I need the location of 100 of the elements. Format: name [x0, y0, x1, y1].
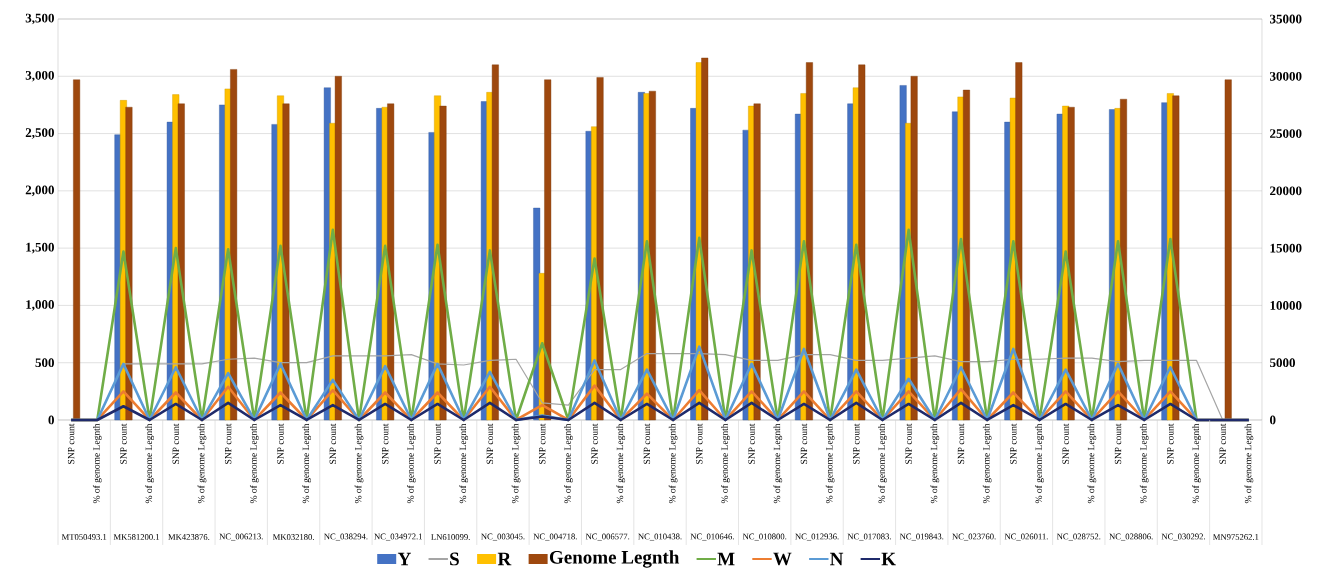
legend-label: Genome Legnth [549, 550, 680, 568]
text: NC_019843. [899, 533, 944, 541]
x-tick-label: % of genome Legnth [878, 423, 887, 504]
x-tick-label: % of genome Legnth [354, 423, 364, 504]
x-tick-label: SNP count [381, 423, 389, 464]
x-tick-label: % of genome Legnth [668, 423, 678, 504]
x-tick-label: % of genome Legnth [616, 423, 626, 504]
x-tick-label: SNP count [1010, 423, 1017, 464]
text: NC_003045. [481, 533, 525, 541]
x-tick-label: % of genome Legnth [1244, 423, 1254, 504]
y2-tick-label: 5000 [1270, 358, 1296, 368]
x-tick-label: SNP count [1167, 423, 1174, 464]
x-tick-label: % of genome Legnth [564, 423, 573, 504]
y-tick-label: 1,500 [26, 242, 54, 254]
x-tick-label: SNP count [1062, 423, 1069, 464]
bar [73, 79, 81, 421]
bar [177, 103, 185, 421]
bar [596, 77, 604, 421]
x-tick-label: % of genome Legnth [721, 423, 730, 504]
x-tick-label: % of genome Legnth [1035, 423, 1044, 504]
x-tick-label: SNP count [591, 423, 598, 464]
bar [387, 103, 395, 421]
legend-label: R [497, 552, 512, 566]
legend-label: K [881, 552, 896, 566]
x-tick-label: % of genome Legnth [930, 423, 940, 504]
x-tick-label: SNP count [800, 423, 808, 464]
text: NC_038294. [324, 533, 368, 541]
text: NC_034972.1 [374, 533, 422, 541]
x-tick-label: SNP count [434, 423, 441, 464]
x-tick-label: SNP count [957, 423, 965, 464]
text: LN610099. [431, 534, 470, 540]
x-tick-label: SNP count [277, 423, 284, 464]
y2-tick-label: 10000 [1270, 301, 1302, 310]
x-tick-label: % of genome Legnth [406, 423, 416, 504]
x-tick-label: % of genome Legnth [982, 423, 992, 504]
y-tick-label: 0 [48, 415, 54, 425]
y-tick-label: 3,000 [25, 70, 54, 82]
text: MN975262.1 [1213, 534, 1259, 540]
x-tick-label: SNP count [172, 423, 179, 464]
text: NC_028806. [1109, 533, 1153, 541]
y2-tick-label: 15000 [1270, 243, 1302, 253]
y-tick-label: 2,500 [25, 128, 54, 139]
x-tick-label: % of genome Legnth [1139, 423, 1149, 504]
bar [491, 64, 499, 421]
legend-label: W [773, 552, 792, 566]
x-tick-label: % of genome Legnth [511, 423, 521, 504]
text: NC_006213. [219, 533, 263, 541]
x-tick-label: % of genome Legnth [1192, 423, 1201, 504]
y2-tick-label: 30000 [1269, 71, 1302, 81]
x-tick-label: % of genome Legnth [145, 423, 154, 504]
y2-tick-label: 25000 [1270, 129, 1302, 138]
x-tick-label: % of genome Legnth [825, 423, 835, 504]
bar [1015, 62, 1023, 421]
x-tick-label: % of genome Legnth [249, 423, 259, 504]
bar [1224, 79, 1232, 421]
text: NC_017083. [847, 533, 891, 541]
y2-tick-label: 35000 [1269, 14, 1302, 24]
legend-label: M [717, 552, 735, 566]
bar [230, 69, 238, 421]
y-tick-label: 500 [35, 358, 54, 368]
bar [544, 79, 552, 421]
text: MK423876. [168, 534, 210, 540]
text: NC_010646. [690, 533, 734, 541]
x-tick-label: SNP count [224, 423, 232, 464]
text: MK581200.1 [113, 534, 160, 540]
text: NC_012936. [795, 533, 839, 541]
x-tick-label: SNP count [905, 423, 912, 464]
x-tick-label: SNP count [853, 423, 860, 464]
x-tick-label: SNP count [643, 423, 651, 464]
x-tick-label: % of genome Legnth [302, 423, 312, 504]
y-tick-label: 3,500 [25, 13, 54, 25]
x-tick-label: % of genome Legnth [459, 423, 469, 504]
text: NC_004718. [533, 533, 577, 541]
x-tick-label: SNP count [329, 423, 337, 464]
bar [858, 64, 866, 421]
legend-label: Y [397, 552, 411, 566]
text: NC_010438. [638, 533, 682, 541]
x-tick-label: SNP count [696, 423, 703, 464]
x-tick-label: % of genome Legnth [1087, 423, 1097, 504]
x-tick-label: SNP count [1219, 423, 1226, 464]
x-tick-label: % of genome Legnth [773, 423, 783, 504]
x-tick-label: SNP count [539, 423, 546, 464]
x-tick-label: % of genome Legnth [92, 423, 102, 504]
x-tick-label: SNP count [1114, 423, 1122, 464]
y-tick-label: 1,000 [26, 300, 54, 311]
x-tick-label: SNP count [486, 423, 494, 464]
y2-tick-label: 20000 [1270, 186, 1302, 196]
text: NC_026011. [1004, 533, 1048, 541]
text: NC_030292. [1161, 533, 1206, 541]
text: MK032180. [272, 534, 314, 540]
x-tick-label: % of genome Legnth [197, 423, 207, 504]
legend-label: S [450, 552, 459, 566]
x-tick-label: SNP count [748, 423, 755, 464]
y2-tick-label: 0 [1270, 415, 1276, 425]
text: NC_006577. [585, 533, 630, 541]
legend-label: N [830, 552, 844, 566]
x-tick-label: SNP count [67, 423, 75, 464]
text: NC_028752. [1056, 533, 1101, 541]
x-tick-label: SNP count [120, 423, 127, 464]
text: MT050493.1 [61, 534, 107, 540]
